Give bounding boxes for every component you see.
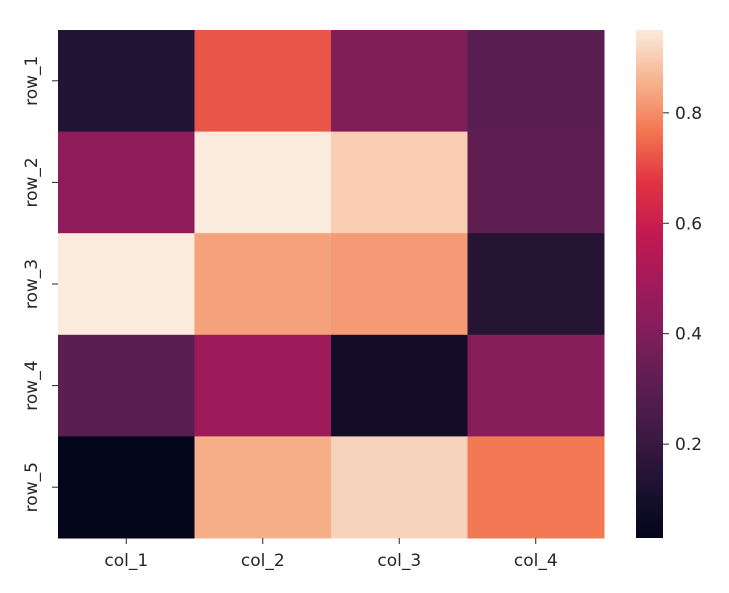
x-tick-label: col_4 [514, 551, 558, 571]
heatmap-cell-row_5-col_2 [194, 436, 332, 539]
heatmap-cells [58, 30, 605, 539]
heatmap-cell-row_2-col_4 [467, 131, 605, 234]
x-tick-label: col_2 [241, 551, 285, 571]
colorbar-gradient [636, 30, 663, 538]
heatmap-cell-row_4-col_3 [331, 334, 468, 437]
heatmap-cell-row_5-col_3 [331, 436, 468, 539]
heatmap-cell-row_1-col_2 [194, 30, 332, 133]
y-tick-label: row_4 [22, 360, 42, 410]
colorbar-tick-label: 0.4 [675, 325, 702, 345]
heatmap-cell-row_3-col_3 [331, 233, 468, 336]
heatmap-cell-row_1-col_1 [58, 30, 195, 133]
y-tick-label: row_3 [22, 259, 42, 309]
colorbar: 0.2 0.4 0.6 0.8 [636, 30, 702, 538]
colorbar-tick-label: 0.8 [675, 104, 702, 124]
heatmap-cell-row_3-col_1 [58, 233, 195, 336]
heatmap-cell-row_1-col_4 [467, 30, 605, 133]
heatmap-cell-row_4-col_1 [58, 334, 195, 437]
y-axis: row_1 row_2 row_3 row_4 row_5 [22, 56, 58, 512]
heatmap-cell-row_2-col_2 [194, 131, 332, 234]
heatmap-cell-row_4-col_2 [194, 334, 332, 437]
colorbar-tick-label: 0.2 [675, 435, 702, 455]
y-tick-label: row_1 [22, 56, 42, 106]
heatmap-cell-row_2-col_1 [58, 131, 195, 234]
x-tick-label: col_1 [104, 551, 148, 571]
x-axis: col_1 col_2 col_3 col_4 [104, 538, 558, 571]
colorbar-tick-label: 0.6 [675, 214, 702, 234]
heatmap-cell-row_5-col_1 [58, 436, 195, 539]
heatmap-cell-row_5-col_4 [467, 436, 605, 539]
x-tick-label: col_3 [377, 551, 421, 571]
heatmap-cell-row_4-col_4 [467, 334, 605, 437]
heatmap-cell-row_3-col_4 [467, 233, 605, 336]
y-tick-label: row_5 [22, 462, 42, 512]
y-tick-label: row_2 [22, 157, 42, 207]
colorbar-ticks: 0.2 0.4 0.6 0.8 [663, 104, 702, 455]
heatmap-cell-row_3-col_2 [194, 233, 332, 336]
heatmap-cell-row_2-col_3 [331, 131, 468, 234]
heatmap-cell-row_1-col_3 [331, 30, 468, 133]
